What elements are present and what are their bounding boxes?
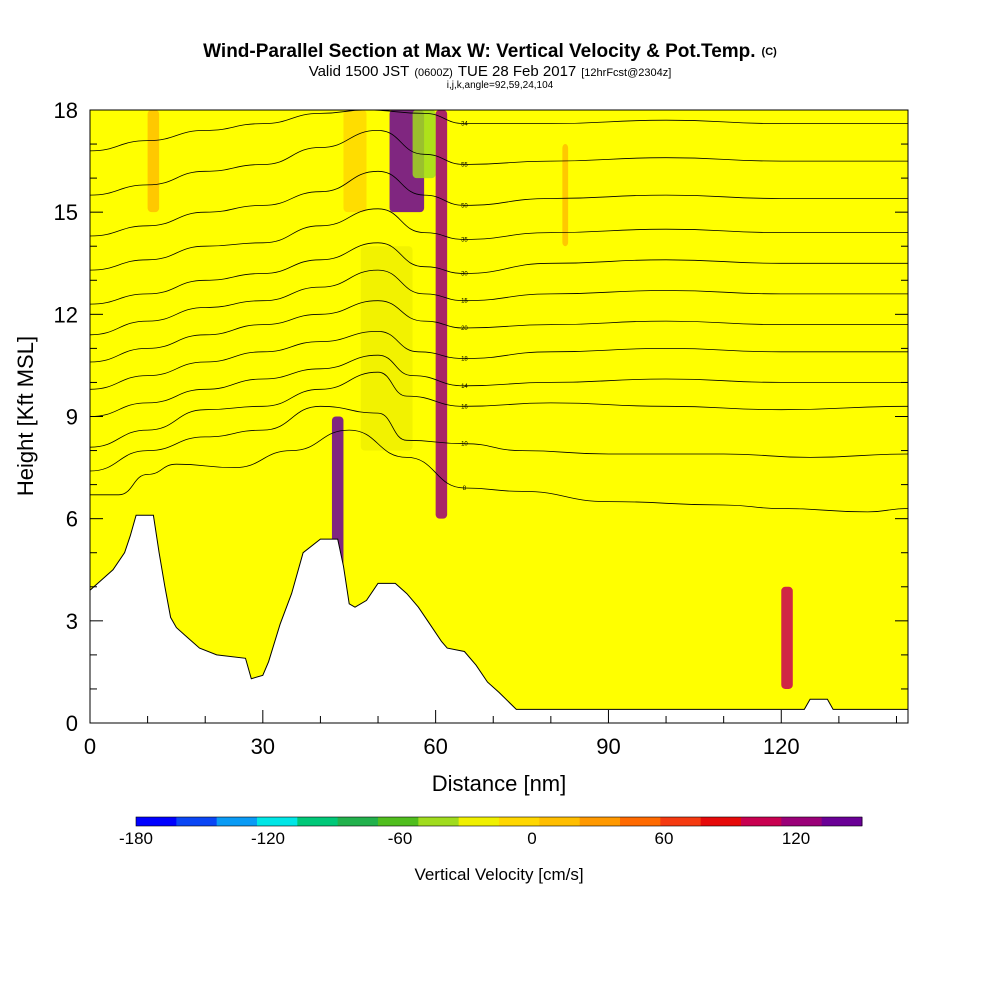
isentrope-label: 55	[461, 162, 468, 168]
colorbar-swatch	[821, 817, 863, 826]
isentrope-line	[90, 371, 908, 448]
colorbar: -180 -120 -60 0 60 120	[119, 816, 863, 848]
chart-subtitle: Valid 1500 JST (0600Z) TUE 28 Feb 2017 [12h…	[309, 63, 672, 80]
isentrope-lines: 8 10 16 14 18 20 15 30 35 50 55 34	[90, 110, 908, 513]
colorbar-swatch	[176, 817, 218, 826]
x-tick-label: 90	[596, 734, 620, 759]
colorbar-label: Vertical Velocity [cm/s]	[414, 865, 583, 884]
colorbar-swatch	[781, 817, 823, 826]
y-tick-label: 3	[66, 609, 78, 634]
isentrope-line	[90, 405, 908, 472]
colorbar-swatch	[216, 817, 258, 826]
axes: 0 30 60 90 120 0 3 6 9 12 15 18	[54, 98, 908, 759]
velocity-field	[147, 110, 793, 689]
isentrope-label: 8	[463, 486, 467, 492]
isentrope-label: 18	[461, 357, 468, 363]
isentrope-label: 30	[461, 271, 468, 277]
isentrope-line	[90, 300, 908, 363]
y-axis-label: Height [Kft MSL]	[13, 336, 38, 496]
chart-title-main: Wind-Parallel Section at Max W: Vertical…	[203, 41, 755, 62]
isentrope-label: 50	[461, 203, 468, 209]
y-tick-label: 0	[66, 711, 78, 736]
chart-title: Wind-Parallel Section at Max W: Vertical…	[203, 41, 777, 62]
isentrope-label: 10	[461, 442, 468, 448]
x-tick-label: 120	[763, 734, 800, 759]
colorbar-tick-label: 60	[655, 829, 674, 848]
velocity-band	[781, 586, 793, 689]
colorbar-swatch	[660, 817, 702, 826]
title-block: Wind-Parallel Section at Max W: Vertical…	[203, 41, 777, 91]
isentrope-line	[90, 354, 908, 417]
isentrope-line	[90, 242, 908, 305]
velocity-band	[562, 144, 569, 247]
colorbar-tick-label: -60	[388, 829, 413, 848]
y-tick-label: 15	[54, 200, 78, 225]
isentrope-label: 20	[461, 326, 468, 332]
colorbar-swatch	[499, 817, 540, 826]
colorbar-swatch	[700, 817, 742, 826]
plot-area: 8 10 16 14 18 20 15 30 35 50 55 34	[90, 110, 908, 723]
colorbar-frame	[135, 816, 863, 827]
subtitle-forecast: [12hrFcst@2304z]	[581, 67, 671, 79]
velocity-band	[343, 110, 367, 213]
isentrope-label: 16	[461, 404, 468, 410]
colorbar-tick-label: 120	[782, 829, 810, 848]
y-tick-label: 6	[66, 507, 78, 532]
velocity-band	[435, 110, 448, 519]
isentrope-line	[90, 170, 908, 237]
isentrope-line	[90, 129, 908, 196]
colorbar-swatch	[136, 817, 177, 826]
colorbar-tick-label: -180	[119, 829, 153, 848]
isentrope-label: 14	[461, 384, 468, 390]
x-axis-label: Distance [nm]	[432, 771, 567, 796]
chart-title-mark: (C)	[762, 46, 778, 58]
grid-info: i,j,k,angle=92,59,24,104	[447, 80, 554, 91]
isentrope-line	[90, 330, 908, 390]
colorbar-tick-label: 0	[527, 829, 536, 848]
x-tick-label: 30	[251, 734, 275, 759]
velocity-band	[412, 110, 436, 179]
plot-background	[90, 110, 908, 723]
colorbar-swatch	[620, 817, 661, 826]
isentrope-line	[90, 429, 908, 513]
colorbar-swatch	[378, 817, 419, 826]
velocity-band	[147, 110, 160, 213]
isentrope-label: 34	[461, 122, 468, 128]
isentrope-line	[90, 110, 908, 152]
isentrope-label: 15	[461, 299, 468, 305]
colorbar-swatch	[297, 817, 339, 826]
colorbar-swatch	[579, 817, 621, 826]
subtitle-utc: (0600Z)	[414, 67, 453, 79]
colorbar-tick-label: -120	[251, 829, 285, 848]
y-tick-label: 12	[54, 302, 78, 327]
subtitle-date: TUE 28 Feb 2017	[458, 63, 576, 80]
isentrope-line	[90, 269, 908, 336]
x-tick-label: 60	[423, 734, 447, 759]
colorbar-swatch	[458, 817, 500, 826]
colorbar-swatch	[337, 817, 379, 826]
terrain-mask	[90, 514, 908, 723]
colorbar-swatch	[741, 817, 782, 826]
isentrope-line	[90, 208, 908, 271]
velocity-band	[360, 246, 413, 451]
colorbar-swatch	[257, 817, 298, 826]
isentrope-label: 35	[461, 237, 468, 243]
colorbar-swatch	[539, 817, 581, 826]
y-tick-label: 9	[66, 405, 78, 430]
y-tick-label: 18	[54, 98, 78, 123]
subtitle-prefix: Valid 1500 JST	[309, 63, 410, 80]
x-tick-label: 0	[84, 734, 96, 759]
colorbar-swatch	[418, 817, 460, 826]
